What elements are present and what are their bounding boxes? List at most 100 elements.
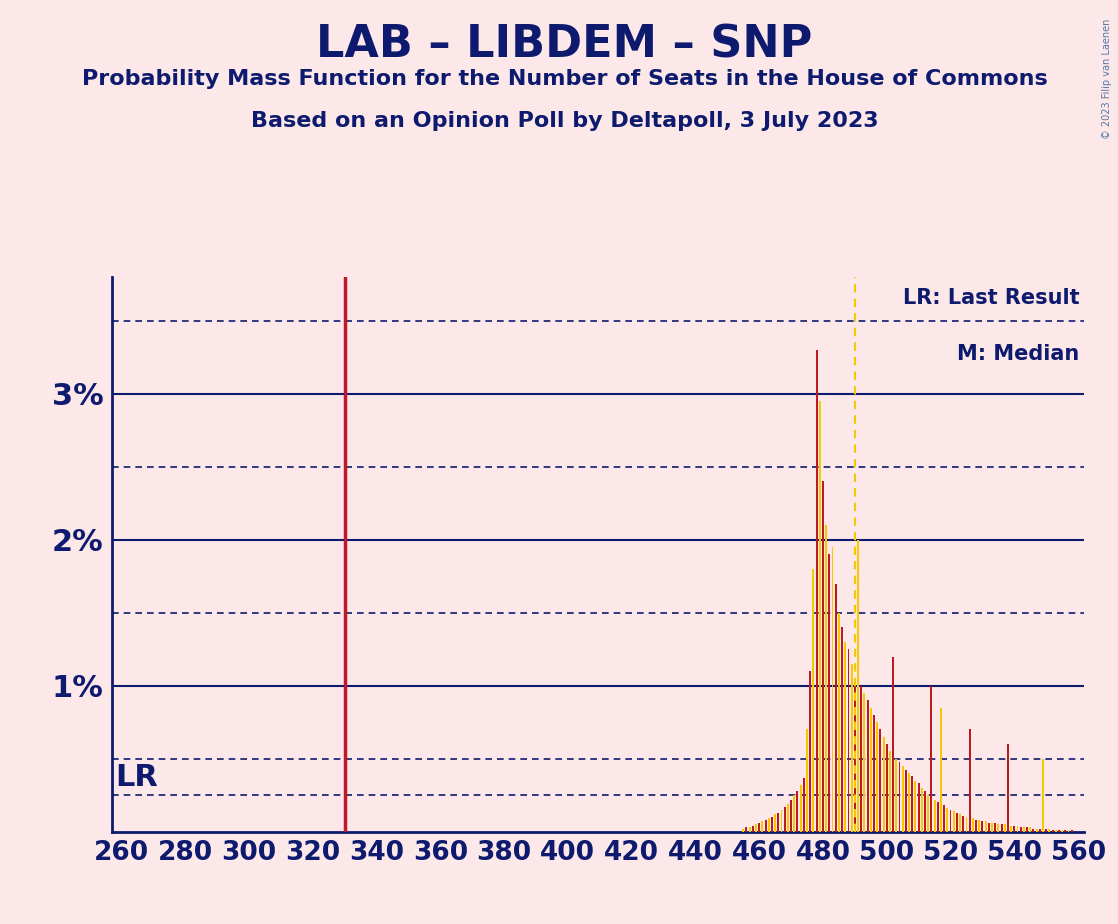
Bar bbox=[816, 350, 817, 832]
Bar bbox=[1052, 830, 1053, 832]
Bar bbox=[997, 824, 999, 832]
Bar bbox=[758, 823, 760, 832]
Text: LR: Last Result: LR: Last Result bbox=[903, 288, 1080, 309]
Bar bbox=[885, 744, 888, 832]
Bar bbox=[863, 693, 865, 832]
Bar bbox=[765, 820, 767, 832]
Bar bbox=[749, 827, 750, 832]
Bar bbox=[1042, 759, 1044, 832]
Bar bbox=[873, 715, 875, 832]
Bar bbox=[889, 751, 891, 832]
Bar bbox=[956, 812, 958, 832]
Bar bbox=[1013, 826, 1015, 832]
Bar bbox=[854, 678, 855, 832]
Bar bbox=[968, 729, 970, 832]
Bar bbox=[835, 584, 836, 832]
Bar bbox=[1001, 824, 1003, 832]
Bar bbox=[784, 807, 786, 832]
Bar bbox=[963, 816, 964, 832]
Bar bbox=[975, 820, 977, 832]
Bar bbox=[838, 613, 840, 832]
Bar bbox=[915, 781, 917, 832]
Bar bbox=[937, 802, 939, 832]
Bar bbox=[1020, 827, 1022, 832]
Bar bbox=[1049, 829, 1050, 832]
Bar bbox=[877, 723, 878, 832]
Bar bbox=[828, 554, 831, 832]
Bar bbox=[790, 799, 792, 832]
Bar bbox=[892, 657, 894, 832]
Bar bbox=[813, 569, 814, 832]
Bar bbox=[1016, 826, 1018, 832]
Bar bbox=[809, 671, 812, 832]
Bar bbox=[780, 809, 783, 832]
Bar bbox=[746, 827, 747, 832]
Bar bbox=[985, 821, 986, 832]
Bar bbox=[1045, 829, 1048, 832]
Bar bbox=[927, 796, 929, 832]
Bar bbox=[799, 784, 802, 832]
Bar bbox=[806, 729, 808, 832]
Bar bbox=[822, 481, 824, 832]
Bar bbox=[1023, 827, 1025, 832]
Text: Based on an Opinion Poll by Deltapoll, 3 July 2023: Based on an Opinion Poll by Deltapoll, 3… bbox=[250, 111, 879, 131]
Bar bbox=[774, 814, 776, 832]
Bar bbox=[911, 776, 913, 832]
Bar bbox=[1007, 744, 1008, 832]
Bar bbox=[870, 708, 872, 832]
Bar bbox=[896, 759, 898, 832]
Bar bbox=[787, 804, 789, 832]
Bar bbox=[1064, 830, 1067, 832]
Bar bbox=[953, 811, 955, 832]
Bar bbox=[978, 820, 980, 832]
Bar bbox=[940, 708, 941, 832]
Bar bbox=[832, 547, 834, 832]
Bar bbox=[755, 824, 757, 832]
Bar bbox=[1071, 830, 1072, 832]
Bar bbox=[761, 821, 764, 832]
Bar bbox=[1011, 826, 1012, 832]
Bar bbox=[844, 642, 846, 832]
Bar bbox=[930, 686, 932, 832]
Bar bbox=[1061, 830, 1063, 832]
Bar bbox=[847, 650, 850, 832]
Bar bbox=[882, 736, 884, 832]
Bar bbox=[1033, 829, 1034, 832]
Bar bbox=[825, 525, 827, 832]
Bar bbox=[991, 823, 993, 832]
Bar bbox=[934, 799, 936, 832]
Bar bbox=[946, 808, 948, 832]
Bar bbox=[880, 729, 881, 832]
Bar bbox=[851, 663, 853, 832]
Bar bbox=[1004, 824, 1006, 832]
Bar bbox=[768, 819, 769, 832]
Bar bbox=[918, 784, 920, 832]
Bar bbox=[751, 826, 754, 832]
Bar bbox=[742, 829, 745, 832]
Bar bbox=[1058, 830, 1060, 832]
Text: LR: LR bbox=[115, 763, 158, 792]
Bar bbox=[1039, 829, 1041, 832]
Bar bbox=[1068, 830, 1070, 832]
Bar bbox=[925, 791, 926, 832]
Bar bbox=[972, 819, 974, 832]
Bar bbox=[803, 778, 805, 832]
Bar bbox=[904, 771, 907, 832]
Bar bbox=[841, 627, 843, 832]
Bar bbox=[818, 401, 821, 832]
Bar bbox=[959, 814, 961, 832]
Bar bbox=[771, 817, 773, 832]
Bar bbox=[1030, 827, 1031, 832]
Text: M: Median: M: Median bbox=[957, 344, 1080, 364]
Bar bbox=[902, 766, 903, 832]
Bar bbox=[988, 823, 989, 832]
Bar bbox=[796, 791, 798, 832]
Bar bbox=[994, 823, 996, 832]
Bar bbox=[777, 812, 779, 832]
Bar bbox=[860, 686, 862, 832]
Bar bbox=[944, 806, 945, 832]
Text: Probability Mass Function for the Number of Seats in the House of Commons: Probability Mass Function for the Number… bbox=[82, 69, 1048, 90]
Bar bbox=[794, 796, 795, 832]
Bar bbox=[1035, 829, 1038, 832]
Bar bbox=[982, 821, 984, 832]
